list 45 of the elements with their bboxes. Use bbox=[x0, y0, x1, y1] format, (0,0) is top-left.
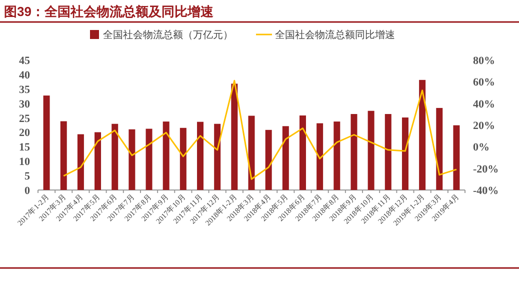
y2-tick-label: 20% bbox=[473, 120, 495, 132]
bar bbox=[316, 123, 324, 190]
y2-tick-label: 40% bbox=[473, 98, 495, 110]
y2-tick-label: -20% bbox=[473, 163, 499, 176]
y-tick-label: 25 bbox=[19, 112, 30, 125]
y-tick-label: 40 bbox=[19, 69, 30, 82]
bar bbox=[94, 132, 102, 190]
bar bbox=[350, 114, 358, 190]
bar bbox=[112, 124, 118, 190]
bar bbox=[43, 96, 50, 190]
bar bbox=[282, 126, 289, 190]
y-tick-label: 20 bbox=[19, 127, 30, 140]
chart-title: 图39：全国社会物流总额及同比增速 bbox=[4, 4, 214, 19]
bar bbox=[334, 122, 340, 190]
bar bbox=[180, 128, 186, 190]
y2-tick-label: 0% bbox=[473, 142, 490, 154]
y2-tick-label: 80% bbox=[473, 55, 495, 67]
bar bbox=[384, 114, 392, 190]
y2-tick-label: -40% bbox=[473, 185, 499, 197]
legend-label: 全国社会物流总额同比增速 bbox=[275, 29, 395, 41]
bar bbox=[214, 124, 221, 190]
bar bbox=[197, 122, 204, 190]
bar bbox=[402, 117, 408, 190]
legend-label: 全国社会物流总额（万亿元） bbox=[103, 29, 233, 41]
bar bbox=[419, 80, 426, 190]
bar bbox=[162, 122, 170, 190]
y-tick-label: 15 bbox=[19, 142, 30, 154]
y-tick-label: 30 bbox=[19, 98, 30, 110]
bar bbox=[265, 130, 272, 190]
bar bbox=[368, 110, 374, 190]
bar bbox=[231, 84, 238, 190]
y-tick-label: 0 bbox=[24, 185, 30, 197]
y-tick-label: 5 bbox=[24, 170, 30, 183]
bar bbox=[453, 125, 460, 190]
bar bbox=[77, 134, 84, 190]
y2-tick-label: 60% bbox=[473, 76, 495, 89]
bar bbox=[299, 115, 306, 190]
y-tick-label: 10 bbox=[19, 156, 30, 168]
line-series bbox=[62, 80, 458, 180]
bar bbox=[146, 128, 152, 190]
y-tick-label: 35 bbox=[19, 84, 30, 96]
bar bbox=[128, 129, 136, 190]
bar bbox=[60, 121, 67, 190]
bar bbox=[436, 108, 443, 190]
y-tick-label: 45 bbox=[19, 55, 30, 67]
